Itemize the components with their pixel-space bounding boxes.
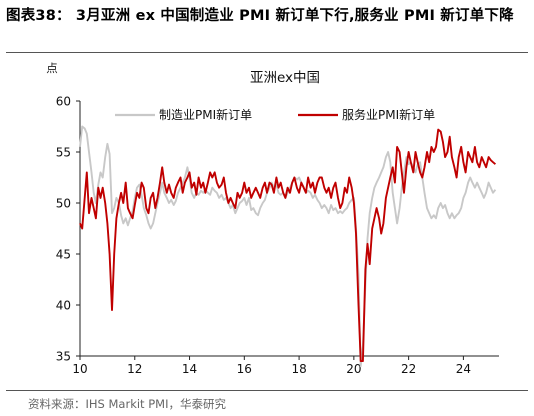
- series-layer: [79, 125, 497, 368]
- y-tick-label: 55: [56, 146, 71, 160]
- x-tick-label: 12: [127, 362, 142, 376]
- y-tick-label: 35: [56, 350, 71, 364]
- x-tick-label: 10: [72, 362, 87, 376]
- title-rule: [6, 52, 528, 53]
- legend-label-manufacturing: 制造业PMI新订单: [159, 107, 252, 122]
- x-tick-label: 24: [456, 362, 471, 376]
- x-tick-label: 22: [401, 362, 416, 376]
- series-line-manufacturing: [79, 125, 497, 368]
- x-tick-label: 18: [291, 362, 306, 376]
- series-line-services: [79, 128, 497, 363]
- axes: 35 40 45 50 55 60 10 12 14 16 18 20 22 24: [56, 95, 499, 376]
- y-tick-label: 60: [56, 95, 71, 109]
- chart-title: 亚洲ex中国: [250, 70, 320, 86]
- x-tick-label: 16: [237, 362, 252, 376]
- y-tick-label: 45: [56, 248, 71, 262]
- y-axis-label: 点: [46, 61, 58, 75]
- legend-label-services: 服务业PMI新订单: [342, 107, 435, 122]
- legend: 制造业PMI新订单 服务业PMI新订单: [115, 107, 435, 122]
- source-rule: [6, 390, 528, 391]
- y-tick-label: 50: [56, 197, 71, 211]
- figure-title: 图表38： 3月亚洲 ex 中国制造业 PMI 新订单下行,服务业 PMI 新订…: [6, 8, 514, 24]
- x-tick-label: 20: [346, 362, 361, 376]
- x-tick-label: 14: [182, 362, 197, 376]
- y-tick-label: 40: [56, 299, 71, 313]
- source-note: 资料来源：IHS Markit PMI，华泰研究: [28, 397, 226, 411]
